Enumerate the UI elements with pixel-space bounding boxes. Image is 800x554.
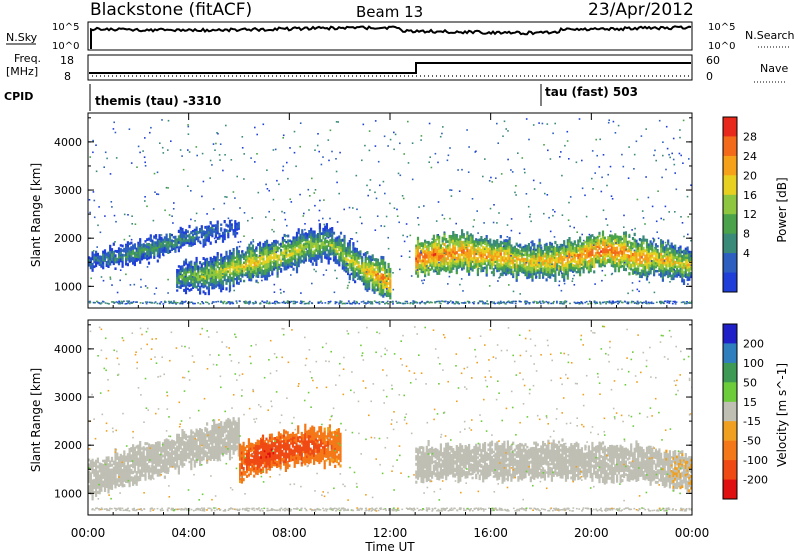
noise-panel (87, 21, 693, 51)
colorbar-cell (723, 343, 737, 364)
nsky-label: N.Sky (6, 31, 38, 44)
y-tick-label: 1000 (54, 487, 82, 500)
colorbar-cell (723, 194, 737, 215)
y-tick-label: 4000 (54, 136, 82, 149)
x-axis-label: Time UT (364, 540, 415, 554)
colorbar-cell (723, 440, 737, 461)
velocity-panel: 1000 2000 3000 4000 (54, 319, 693, 516)
colorbar-cell (723, 272, 737, 293)
noise-tick-right-bottom: 10^0 (708, 41, 735, 52)
colorbar-cell (723, 401, 737, 422)
cpid-segment-2: tau (fast) 503 (545, 85, 638, 99)
power-ylabel: Slant Range [km] (29, 163, 43, 267)
colorbar-cell (723, 421, 737, 442)
colorbar-tick-label: 20 (743, 169, 757, 182)
colorbar-tick-label: 16 (743, 189, 757, 202)
velocity-ylabel: Slant Range [km] (29, 368, 43, 472)
noise-tick-right-top: 10^5 (708, 22, 735, 33)
colorbar-tick-label: 200 (743, 337, 764, 350)
freq-trace (89, 62, 691, 74)
colorbar-tick-label: -200 (743, 474, 768, 487)
colorbar-cell (723, 324, 737, 344)
y-tick-label: 2000 (54, 439, 82, 452)
colorbar-cell (723, 117, 737, 137)
colorbar-cell (723, 479, 737, 500)
colorbar-tick-label: 24 (743, 150, 757, 163)
colorbar-tick-label: 28 (743, 130, 757, 143)
velocity-colorbar: 200 100 50 15 -15 -50 -100 -200 (722, 323, 768, 500)
colorbar-tick-label: -15 (743, 415, 761, 428)
y-tick-label: 3000 (54, 184, 82, 197)
freq-panel (87, 54, 693, 81)
x-tick-label: 08:00 (272, 526, 307, 540)
echo-band (239, 423, 342, 484)
colorbar-cell (723, 362, 737, 383)
colorbar-cell (723, 233, 737, 254)
velocity-colorbar-label: Velocity [m s^-1] (775, 363, 789, 467)
freq-tick-bottom: 8 (64, 70, 71, 83)
colorbar-tick-label: 50 (743, 376, 757, 389)
colorbar-tick-label: 12 (743, 208, 757, 221)
scatter-echoes (88, 118, 692, 305)
beam-title: Beam 13 (356, 3, 423, 21)
freq-label: Freq. (14, 52, 41, 65)
colorbar-cell (723, 253, 737, 273)
echo-band (176, 223, 392, 300)
colorbar-cell (723, 382, 737, 403)
colorbar-cell (723, 460, 737, 480)
nave-tick-top: 60 (706, 54, 720, 67)
colorbar-cell (723, 175, 737, 196)
power-colorbar-label: Power [dB] (775, 177, 789, 242)
y-tick-label: 2000 (54, 232, 82, 245)
y-tick-label: 3000 (54, 391, 82, 404)
cpid-segment-1: themis (tau) -3310 (95, 94, 221, 108)
noise-tick-left-top: 10^5 (52, 22, 79, 33)
colorbar-tick-label: -50 (743, 435, 761, 448)
station-title: Blackstone (fitACF) (90, 0, 252, 20)
colorbar-tick-label: 15 (743, 396, 757, 409)
x-tick-label: 04:00 (171, 526, 206, 540)
y-tick-label: 1000 (54, 280, 82, 293)
nsearch-label: N.Search (745, 29, 795, 42)
cpid-label: CPID (4, 90, 33, 103)
colorbar-tick-label: 4 (743, 247, 750, 260)
echo-band (415, 229, 692, 286)
freq-tick-top: 18 (60, 54, 74, 67)
date-title: 23/Apr/2012 (588, 0, 694, 20)
y-tick-label: 4000 (54, 343, 82, 356)
scatter-echoes (88, 325, 692, 512)
power-panel: 1000 2000 3000 4000 (54, 112, 693, 309)
colorbar-tick-label: -100 (743, 454, 768, 467)
x-tick-label: 12:00 (373, 526, 408, 540)
echo-band (88, 219, 240, 272)
colorbar-tick-label: 8 (743, 228, 750, 241)
colorbar-tick-label: 100 (743, 357, 764, 370)
x-tick-label: 00:00 (675, 526, 710, 540)
echo-band (415, 438, 692, 493)
noise-tick-left-bottom: 10^0 (52, 41, 79, 52)
nave-tick-bottom: 0 (706, 70, 713, 83)
colorbar-cell (723, 136, 737, 157)
freq-unit-label: [MHz] (6, 65, 38, 78)
x-tick-label: 00:00 (71, 526, 106, 540)
power-colorbar: 28 24 20 16 12 8 4 (722, 116, 757, 293)
nave-label: Nave (760, 62, 788, 75)
echo-band (88, 417, 240, 501)
colorbar-cell (723, 214, 737, 235)
colorbar-cell (723, 155, 737, 176)
x-tick-label: 20:00 (574, 526, 609, 540)
x-tick-label: 16:00 (473, 526, 508, 540)
noise-sky-trace (90, 25, 692, 49)
